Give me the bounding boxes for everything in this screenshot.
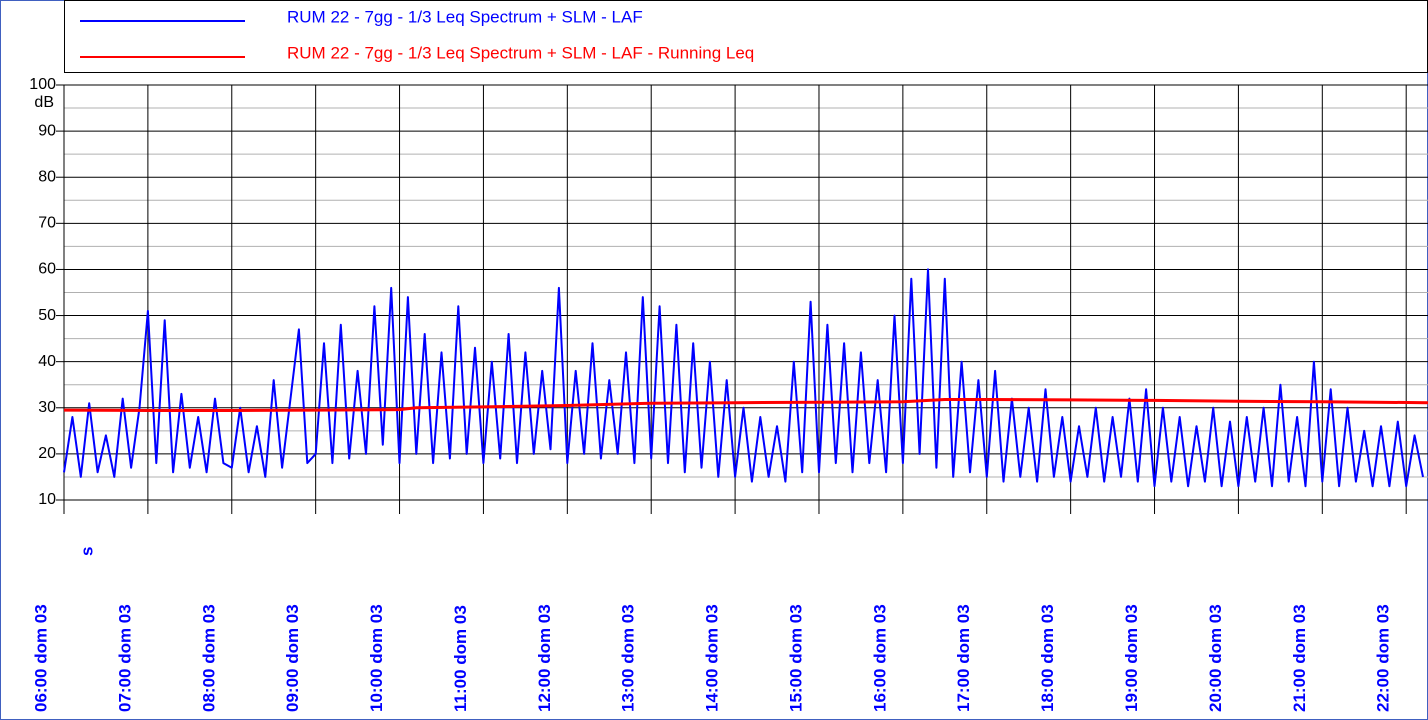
y-tick-label: 80 — [38, 168, 56, 185]
x-tick-label: 10:00 dom 03 — [367, 604, 386, 712]
series-line — [63, 268, 1424, 488]
x-tick-label: 07:00 dom 03 — [115, 604, 134, 712]
x-tick-label: 06:00 dom 03 — [31, 604, 50, 712]
y-tick-label: 60 — [38, 261, 56, 278]
x-tick-label: 15:00 dom 03 — [786, 604, 805, 712]
x-tick-label: 16:00 dom 03 — [870, 604, 889, 712]
y-tick-label: 100 — [29, 76, 56, 93]
x-tick-label: 09:00 dom 03 — [283, 604, 302, 712]
legend-box — [64, 0, 1428, 73]
x-tick-label: 11:00 dom 03 — [451, 605, 470, 712]
y-tick-label: 30 — [38, 399, 56, 416]
x-tick-label: 14:00 dom 03 — [703, 604, 722, 712]
x-tick-label: 19:00 dom 03 — [1122, 604, 1141, 712]
legend-label: RUM 22 - 7gg - 1/3 Leq Spectrum + SLM - … — [287, 43, 754, 62]
y-tick-label: 20 — [38, 445, 56, 462]
x-tick-label: 22:00 dom 03 — [1374, 604, 1393, 712]
y-tick-label: 40 — [38, 353, 56, 370]
x-tick-label: 08:00 dom 03 — [199, 604, 218, 712]
y-tick-label: 50 — [38, 307, 56, 324]
x-tick-label: 12:00 dom 03 — [535, 604, 554, 712]
y-tick-label: 70 — [38, 215, 56, 232]
x-axis-unit: s — [77, 547, 96, 556]
series-line — [63, 398, 1428, 412]
x-tick-label: 21:00 dom 03 — [1290, 604, 1309, 712]
y-tick-label: 90 — [38, 122, 56, 139]
x-tick-label: 18:00 dom 03 — [1038, 604, 1057, 712]
legend-label: RUM 22 - 7gg - 1/3 Leq Spectrum + SLM - … — [287, 7, 643, 26]
x-tick-label: 20:00 dom 03 — [1206, 604, 1225, 712]
x-tick-label: 13:00 dom 03 — [619, 604, 638, 712]
y-tick-label: 10 — [38, 491, 56, 508]
y-axis-unit: dB — [34, 94, 54, 111]
x-tick-label: 17:00 dom 03 — [954, 604, 973, 712]
